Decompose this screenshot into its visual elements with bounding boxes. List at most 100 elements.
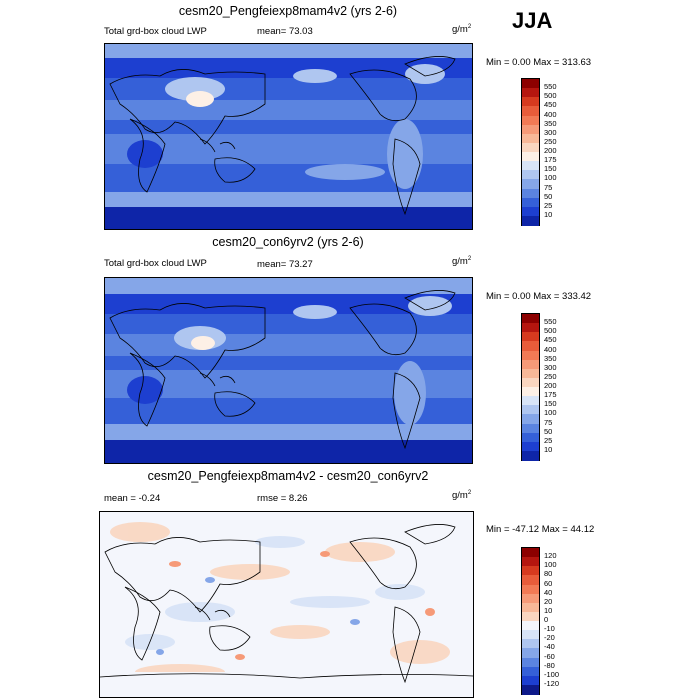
colorbar-tick-label: 400 [544, 344, 557, 354]
colorbar-tick-label: 350 [544, 118, 557, 128]
colorbar-swatch [522, 387, 539, 397]
colorbar-swatch [522, 602, 539, 613]
colorbar-swatch [522, 611, 539, 622]
colorbar-tick-label: 25 [544, 435, 553, 445]
colorbar-tick-label: 75 [544, 417, 553, 427]
panel-2-variable-label: Total grd-box cloud LWP [104, 258, 207, 269]
colorbar-tick-label: 500 [544, 326, 557, 336]
colorbar-tick-label: 200 [544, 381, 557, 390]
panel-1-minmax: Min = 0.00 Max = 313.63 [486, 57, 592, 68]
colorbar-tick-label: 450 [544, 335, 557, 345]
colorbar-swatch [522, 332, 539, 342]
colorbar-swatch [522, 106, 539, 116]
colorbar-swatch [522, 450, 539, 461]
colorbar-swatch [522, 432, 539, 443]
panel-3-map-svg [100, 512, 473, 697]
colorbar-swatch [522, 359, 539, 370]
colorbar-swatch [522, 396, 539, 406]
colorbar-tick-label: 300 [544, 127, 557, 137]
colorbar-swatch [522, 593, 539, 604]
colorbar-swatch [522, 115, 539, 126]
colorbar-swatch [522, 341, 539, 351]
colorbar-swatch [522, 414, 539, 424]
panel-1-map [104, 43, 473, 230]
colorbar-swatch [522, 621, 539, 631]
colorbar-tick-label: 25 [544, 200, 553, 210]
panel-2-minmax: Min = 0.00 Max = 333.42 [486, 291, 592, 302]
panel-1-mean-label: mean= 73.03 [257, 26, 313, 37]
panel-2-units: g/m2 [452, 256, 472, 268]
colorbar-swatch [522, 675, 539, 686]
panel-3-colorbar [521, 547, 540, 695]
colorbar-tick-label: 300 [544, 362, 557, 372]
panel-3-title: cesm20_Pengfeiexp8mam4v2 - cesm20_con6yr… [147, 469, 429, 483]
panel-1-units: g/m2 [452, 24, 472, 36]
colorbar-tick-label: 100 [544, 560, 557, 570]
colorbar-swatch [522, 133, 539, 144]
colorbar-tick-label: 10 [544, 444, 553, 454]
colorbar-swatch [522, 441, 539, 452]
colorbar-swatch [522, 630, 539, 640]
colorbar-tick-label: 150 [544, 164, 557, 174]
colorbar-tick-label: 175 [544, 155, 557, 165]
colorbar-tick-label: 250 [544, 371, 557, 381]
colorbar-swatch [522, 368, 539, 379]
panel-1-map-svg [105, 44, 472, 229]
colorbar-swatch [522, 142, 539, 153]
colorbar-tick-label: -10 [544, 624, 555, 634]
colorbar-tick-label: 250 [544, 136, 557, 146]
colorbar-swatch [522, 314, 539, 324]
colorbar-tick-label: 75 [544, 182, 553, 192]
colorbar-tick-label: 500 [544, 91, 557, 101]
colorbar-swatch [522, 179, 539, 189]
colorbar-tick-label: 40 [544, 587, 553, 597]
panel-2-colorbar [521, 313, 540, 461]
panel-2-title: cesm20_con6yrv2 (yrs 2-6) [212, 235, 364, 249]
colorbar-tick-label: -60 [544, 651, 555, 661]
colorbar-tick-label: 50 [544, 191, 553, 201]
colorbar-swatch [522, 215, 539, 226]
colorbar-swatch [522, 684, 539, 695]
colorbar-tick-label: 100 [544, 173, 557, 183]
colorbar-tick-label: 550 [544, 317, 557, 327]
colorbar-swatch [522, 377, 539, 388]
colorbar-swatch [522, 657, 539, 668]
colorbar-swatch [522, 666, 539, 677]
colorbar-swatch [522, 405, 539, 415]
colorbar-swatch [522, 170, 539, 180]
panel-3-mean-label: mean = -0.24 [104, 493, 161, 504]
season-label: JJA [512, 8, 553, 33]
panel-3-minmax: Min = -47.12 Max = 44.12 [486, 524, 595, 535]
colorbar-swatch [522, 152, 539, 162]
colorbar-swatch [522, 79, 539, 89]
colorbar-tick-label: 10 [544, 209, 553, 219]
colorbar-swatch [522, 423, 539, 434]
panel-3-rmse-label: rmse = 8.26 [257, 493, 308, 504]
colorbar-swatch [522, 350, 539, 361]
colorbar-tick-label: 350 [544, 353, 557, 363]
panel-2-mean-label: mean= 73.27 [257, 259, 313, 270]
colorbar-tick-label: -100 [544, 669, 560, 679]
panel-3-map [99, 511, 474, 698]
colorbar-swatch [522, 639, 539, 649]
colorbar-swatch [522, 584, 539, 595]
colorbar-swatch [522, 566, 539, 576]
colorbar-tick-label: 550 [544, 82, 557, 92]
colorbar-swatch [522, 97, 539, 107]
colorbar-tick-label: 150 [544, 399, 557, 409]
panel-2-map-svg [105, 278, 472, 463]
colorbar-tick-label: 20 [544, 596, 553, 606]
colorbar-tick-label: 0 [544, 615, 549, 624]
colorbar-swatch [522, 548, 539, 558]
colorbar-swatch [522, 197, 539, 208]
colorbar-tick-label: 60 [544, 578, 553, 588]
colorbar-tick-label: -80 [544, 660, 555, 670]
colorbar-tick-label: 50 [544, 426, 553, 436]
colorbar-tick-label: 175 [544, 390, 557, 400]
panel-1-title: cesm20_Pengfeiexp8mam4v2 (yrs 2-6) [178, 4, 398, 18]
colorbar-swatch [522, 323, 539, 333]
colorbar-tick-label: 10 [544, 605, 553, 615]
panel-3-units: g/m2 [452, 490, 472, 502]
colorbar-tick-label: 400 [544, 109, 557, 119]
colorbar-tick-label: -40 [544, 642, 555, 652]
